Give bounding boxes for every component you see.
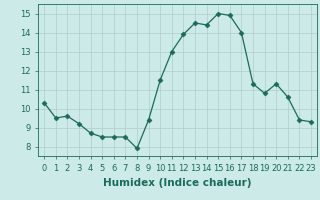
X-axis label: Humidex (Indice chaleur): Humidex (Indice chaleur)	[103, 178, 252, 188]
